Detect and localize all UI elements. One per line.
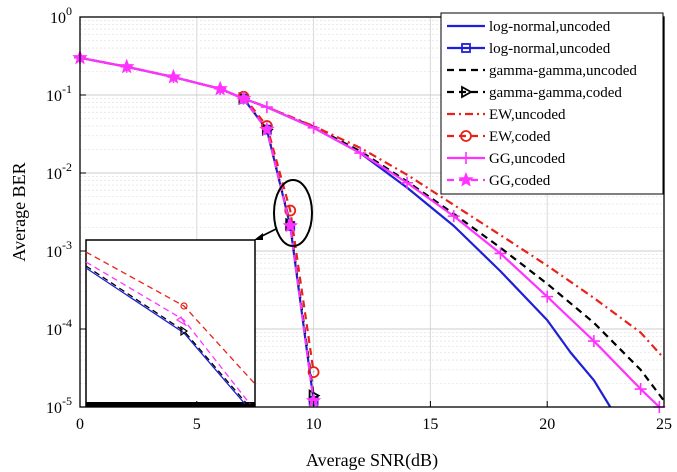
legend-label: GG,uncoded <box>489 151 566 167</box>
legend-entry: EW,uncoded <box>447 107 566 123</box>
legend-entry: GG,uncoded <box>447 151 566 167</box>
marker-star <box>119 58 135 74</box>
legend-label: gamma-gamma,uncoded <box>489 63 637 79</box>
plot-frame <box>79 16 665 408</box>
marker-star <box>235 90 252 106</box>
legend-entry: gamma-gamma,coded <box>447 85 622 101</box>
inset-marker-triangle <box>180 325 189 337</box>
inset-curve <box>85 251 256 385</box>
marker-plus <box>401 176 414 189</box>
marker-circle <box>307 366 320 379</box>
inset-marker-star <box>175 316 188 327</box>
legend-label: EW,coded <box>489 129 551 145</box>
y-tick-label: 10-5 <box>46 394 72 417</box>
marker-triangle <box>461 85 473 99</box>
marker-star <box>282 217 298 233</box>
marker-plus <box>587 335 600 348</box>
zoom-annotation <box>254 179 313 247</box>
inset-curve <box>85 265 248 405</box>
zoom-ellipse <box>273 179 313 247</box>
y-axis-label: Average BER <box>9 162 29 261</box>
x-tick-label: 25 <box>656 416 672 433</box>
marker-circle <box>460 130 472 142</box>
marker-square <box>461 43 471 53</box>
marker-plus <box>541 290 554 303</box>
legend-box <box>440 12 664 195</box>
marker-star <box>259 121 275 137</box>
inset-curve <box>85 261 251 405</box>
inset-marker-circle <box>180 302 188 310</box>
x-tick-label: 15 <box>422 416 438 433</box>
legend-entry: log-normal,uncoded <box>447 41 611 57</box>
legend-label: log-normal,uncoded <box>489 19 611 35</box>
marker-star <box>212 80 228 96</box>
y-tick-label: 10-1 <box>46 82 72 105</box>
marker-plus <box>634 383 647 396</box>
y-tick-label: 10-3 <box>46 238 72 261</box>
marker-star <box>458 171 474 187</box>
x-tick-label: 10 <box>306 416 322 433</box>
legend-label: EW,uncoded <box>489 107 566 123</box>
marker-plus <box>307 121 320 134</box>
legend-label: GG,coded <box>489 173 551 189</box>
legend-label: gamma-gamma,coded <box>489 85 622 101</box>
y-tick-label: 10-2 <box>46 160 72 183</box>
legend-entry: log-normal,uncoded <box>447 19 611 35</box>
x-tick-label: 5 <box>193 416 201 433</box>
y-tick-label: 10-4 <box>46 316 72 339</box>
inset-bottom-bar <box>86 402 255 407</box>
y-tick-label: 100 <box>50 4 72 27</box>
legend-entry: gamma-gamma,uncoded <box>447 63 637 79</box>
legend-entry: GG,coded <box>447 171 551 189</box>
marker-star <box>165 68 182 84</box>
x-tick-label: 0 <box>76 416 84 433</box>
series-line <box>79 56 315 401</box>
marker-plus <box>460 152 472 164</box>
series-line <box>242 96 315 373</box>
marker-circle <box>284 204 297 217</box>
tick-labels: 0 5 10 15 20 25 100 10-1 10-2 10-3 10-4 10-5 <box>46 4 672 433</box>
x-tick-label: 20 <box>539 416 555 433</box>
legend-entry: EW,coded <box>447 129 551 145</box>
legend: log-normal,uncoded log-normal,uncoded gamm… <box>440 12 664 195</box>
axes <box>79 16 665 408</box>
marker-plus <box>354 147 367 160</box>
series-layer <box>72 49 666 413</box>
marker-plus <box>260 101 273 114</box>
marker-plus <box>494 247 507 260</box>
legend-label: log-normal,uncoded <box>489 41 611 57</box>
inset-frame <box>85 239 256 407</box>
x-axis-label: Average SNR(dB) <box>306 450 438 471</box>
marker-plus <box>447 210 460 223</box>
zoom-inset <box>85 239 256 407</box>
zoom-arrow-head <box>254 233 263 240</box>
